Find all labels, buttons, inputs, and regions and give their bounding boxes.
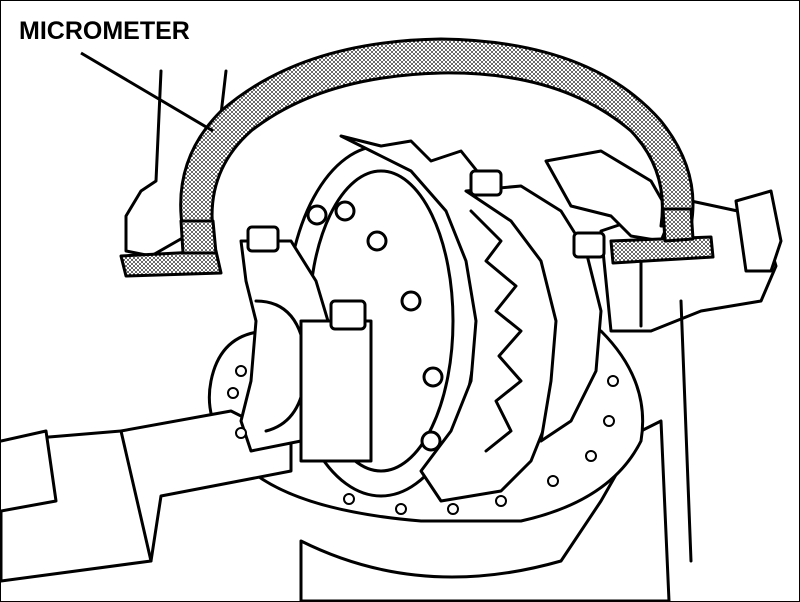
- right-cap-bolt-side: [572, 231, 606, 259]
- right-cap-bolt-top: [469, 169, 503, 197]
- micrometer-spindle: [609, 235, 715, 265]
- center-cap-bolt: [329, 299, 367, 331]
- micrometer-anvil: [119, 249, 223, 278]
- case-bolts: [306, 200, 444, 452]
- right-bearing-cap: [464, 184, 603, 443]
- pinion-yoke: [734, 189, 783, 273]
- callout-leader-line: [80, 51, 214, 133]
- flange-bolt-holes: [227, 365, 619, 515]
- left-cap-pedestal: [299, 319, 373, 463]
- left-cap-bolt: [246, 225, 280, 253]
- axle-housing: [299, 419, 671, 601]
- micrometer-label: MICROMETER: [19, 17, 190, 45]
- ring-gear: [339, 134, 563, 503]
- axle-tube: [1, 409, 293, 583]
- axle-tube-end: [1, 429, 58, 513]
